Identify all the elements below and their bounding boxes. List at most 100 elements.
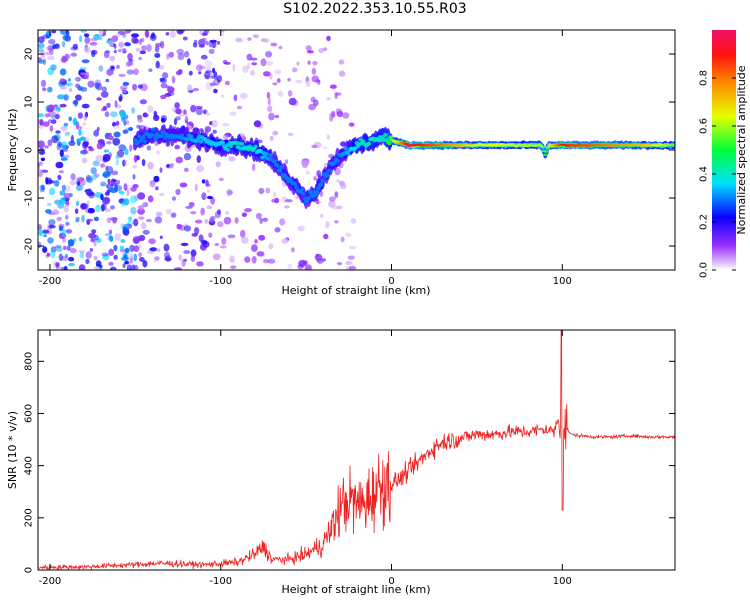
- heatmap-cell: [287, 90, 293, 97]
- heatmap-cell: [84, 33, 90, 38]
- heatmap-cell: [72, 43, 79, 50]
- heatmap-cell: [91, 50, 96, 58]
- heatmap-cell: [284, 205, 290, 209]
- heatmap-cell: [115, 159, 119, 166]
- heatmap-cell: [272, 130, 279, 136]
- heatmap-cell: [222, 134, 229, 140]
- heatmap-cell: [274, 114, 280, 119]
- heatmap-cell: [74, 100, 78, 107]
- heatmap-cell: [335, 158, 340, 163]
- heatmap-cell: [98, 30, 104, 36]
- heatmap-cell: [63, 94, 69, 101]
- heatmap-cell: [104, 208, 112, 213]
- heatmap-cell: [127, 53, 133, 61]
- heatmap-cell: [208, 48, 215, 55]
- heatmap-cell: [110, 217, 118, 221]
- heatmap-cell: [55, 161, 64, 169]
- heatmap-cell: [287, 78, 291, 82]
- heatmap-cell: [272, 191, 277, 198]
- heatmap-cell: [95, 154, 104, 162]
- heatmap-cell: [58, 225, 64, 232]
- heatmap-cell: [155, 60, 160, 69]
- heatmap-cell: [58, 170, 64, 174]
- heatmap-cell: [350, 218, 357, 224]
- heatmap-cell: [287, 263, 293, 270]
- heatmap-cell: [115, 154, 120, 160]
- heatmap-cell: [160, 82, 168, 89]
- heatmap-cell: [114, 100, 118, 108]
- heatmap-cell: [222, 123, 230, 127]
- heatmap-cell: [241, 236, 249, 244]
- heatmap-cell: [131, 107, 136, 114]
- heatmap-cell: [221, 237, 227, 245]
- heatmap-cell: [150, 127, 156, 132]
- heatmap-y-ticks: -20 -10 0 10 20: [24, 48, 675, 254]
- heatmap-cell: [275, 163, 280, 168]
- heatmap-cell: [118, 190, 125, 195]
- heatmap-cell: [233, 94, 238, 102]
- heatmap-cell: [343, 146, 348, 151]
- snr-y-axis-label: SNR (10 * v/v): [6, 411, 19, 489]
- heatmap-cell: [251, 244, 258, 252]
- heatmap-cell: [65, 185, 71, 193]
- heatmap-cell: [63, 193, 72, 199]
- heatmap-cell: [115, 120, 120, 126]
- heatmap-cell: [42, 58, 47, 66]
- heatmap-cell: [87, 146, 93, 150]
- heatmap-cell: [258, 187, 265, 195]
- heatmap-cell: [159, 40, 165, 49]
- heatmap-cell: [63, 245, 67, 251]
- heatmap-cell: [274, 69, 282, 75]
- heatmap-cell: [153, 175, 160, 183]
- heatmap-cell: [265, 187, 271, 194]
- heatmap-cell: [281, 238, 289, 244]
- heatmap-cell: [142, 260, 148, 268]
- heatmap-cell: [65, 253, 68, 259]
- heatmap-cell: [38, 169, 43, 177]
- heatmap-cell: [122, 129, 129, 134]
- heatmap-cell: [322, 146, 328, 150]
- heatmap-cell: [182, 36, 188, 41]
- heatmap-cell: [178, 254, 183, 261]
- heatmap-cell: [38, 140, 45, 149]
- heatmap-cell: [134, 236, 142, 243]
- heatmap-cell: [42, 246, 48, 253]
- heatmap-cell: [314, 190, 320, 194]
- heatmap-cell: [256, 251, 265, 257]
- heatmap-cell: [239, 142, 245, 146]
- heatmap-cell: [90, 167, 97, 175]
- y-tick-label: -10: [24, 190, 35, 206]
- heatmap-cell: [51, 119, 57, 124]
- heatmap-cell: [59, 190, 66, 196]
- heatmap-cell: [153, 256, 157, 263]
- y-tick-label: 200: [24, 508, 35, 527]
- heatmap-cell: [241, 212, 247, 217]
- heatmap-cell: [325, 173, 331, 178]
- heatmap-cell: [265, 51, 273, 58]
- heatmap-cell: [156, 248, 161, 252]
- heatmap-cell: [53, 104, 58, 108]
- heatmap-cell: [259, 217, 263, 224]
- heatmap-cell: [58, 223, 65, 229]
- heatmap-cell: [51, 114, 56, 120]
- heatmap-cell: [208, 232, 213, 238]
- y-tick-label: 20: [24, 48, 35, 61]
- x-tick-label: -200: [39, 276, 62, 287]
- heatmap-cell: [81, 157, 88, 164]
- colorbar-tick-label: 0.2: [699, 214, 710, 230]
- heatmap-cell: [202, 37, 207, 42]
- heatmap-cell: [251, 163, 256, 171]
- heatmap-cell: [229, 111, 237, 116]
- heatmap-cell: [216, 75, 223, 83]
- heatmap-cell: [228, 144, 234, 149]
- heatmap-cell: [195, 107, 203, 116]
- heatmap-cell: [210, 197, 216, 205]
- heatmap-cell: [48, 224, 56, 229]
- heatmap-cell: [55, 264, 60, 270]
- heatmap-cell: [102, 105, 108, 111]
- heatmap-cell: [294, 185, 299, 190]
- heatmap-cell: [126, 69, 135, 75]
- heatmap-cell: [211, 120, 218, 128]
- heatmap-cell: [55, 262, 60, 267]
- heatmap-cell: [345, 261, 353, 265]
